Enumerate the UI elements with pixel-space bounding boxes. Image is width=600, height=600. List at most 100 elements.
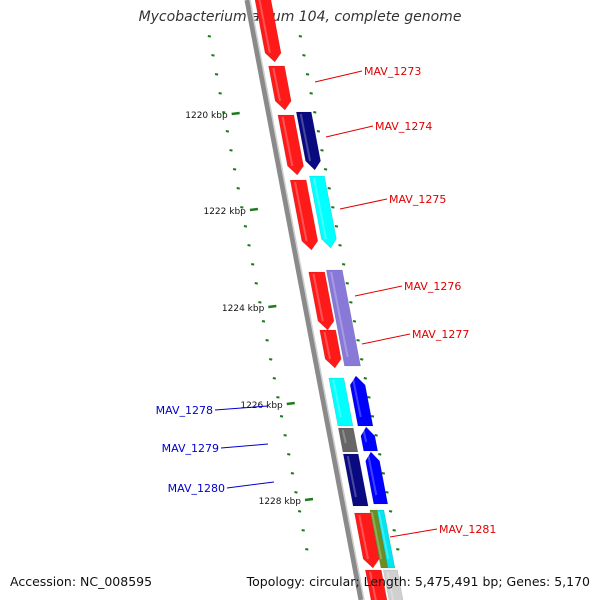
outer-tick: [313, 111, 317, 114]
gene-label-leader: [314, 70, 363, 83]
gene-block-MAV_1276: [308, 271, 335, 331]
inner-tick: [236, 187, 240, 190]
outer-tick: [327, 187, 331, 190]
inner-tick: [222, 111, 226, 114]
gene-block-MAV_1274-shine: [299, 113, 312, 162]
inner-tick: [225, 130, 230, 133]
inner-tick: [294, 491, 298, 494]
gene-block-MAV_1281-cyan-shine: [378, 511, 390, 560]
outer-tick: [396, 548, 400, 551]
gene-block-MAV_1277-shine: [323, 331, 331, 360]
gene-block-MAV_1272: [254, 0, 282, 63]
gene-block-MAV_1274-red-shine: [281, 116, 294, 167]
outer-tick: [323, 168, 328, 171]
gene-block-MAV_1279-gray-shine: [341, 429, 347, 444]
inner-tick: [287, 453, 291, 456]
gene-block-MAV_1278-cyan-shine: [332, 379, 342, 418]
gene-label: MAV_1274: [375, 120, 432, 133]
gene-label-leader: [220, 443, 269, 449]
outer-tick: [370, 415, 375, 418]
outer-tick: [298, 35, 303, 38]
gene-block-MAV_1280-navy-shine: [346, 455, 357, 498]
outer-tick: [334, 225, 339, 228]
outer-tick: [305, 73, 310, 76]
gene-block-MAV_1281-shine: [358, 514, 369, 560]
outer-tick: [349, 301, 353, 304]
gene-block-MAV_1276-shine: [312, 273, 324, 322]
gene-block-MAV_1275-red: [289, 179, 319, 251]
gene-label: MAV_1273: [364, 65, 421, 78]
gene-block-MAV_1274-red: [277, 114, 304, 176]
gene-label: MAV_1279: [162, 442, 219, 455]
kbp-label: 1222 kbp: [203, 207, 246, 217]
inner-tick: [269, 358, 273, 361]
gene-label-leader: [354, 285, 403, 297]
gene-block-MAV_1279-blue: [360, 426, 379, 452]
inner-tick: [250, 263, 255, 266]
outer-tick: [381, 472, 386, 475]
gene-label: MAV_1281: [439, 523, 496, 536]
inner-tick: [247, 244, 251, 247]
backbone-highlight: [249, 0, 365, 600]
gene-block-MAV_1277: [319, 329, 342, 369]
gene-block-MAV_1278-blue-shine: [351, 377, 362, 418]
gene-label-leader: [361, 333, 411, 345]
inner-tick: [232, 168, 237, 171]
gene-block-MAV_1281-cyan: [376, 509, 396, 569]
gene-block-MAV_1279-gray: [337, 427, 359, 453]
outer-tick: [331, 206, 335, 209]
gene-block-MAV_1275-red-shine: [294, 181, 308, 242]
gene-block-MAV_1280-blue-shine: [367, 453, 378, 496]
inner-tick: [229, 149, 233, 152]
outer-tick: [338, 244, 342, 247]
kbp-label: 1228 kbp: [259, 497, 302, 507]
gene-block-MAV_1274: [295, 111, 321, 171]
outer-tick: [385, 491, 389, 494]
major-tick: [304, 497, 314, 502]
gene-block-MAV_1279-blue-shine: [362, 428, 368, 443]
inner-tick: [214, 73, 219, 76]
gene-label: MAV_1280: [168, 482, 225, 495]
outer-tick: [388, 510, 393, 513]
inner-tick: [276, 396, 280, 399]
accession-label: Accession: NC_008595: [10, 574, 153, 589]
inner-tick: [258, 301, 262, 304]
inner-tick: [240, 206, 244, 209]
major-tick: [231, 111, 240, 116]
outer-tick: [378, 453, 382, 456]
gene-label: MAV_1277: [412, 328, 469, 341]
major-tick: [249, 207, 259, 212]
inner-tick: [272, 377, 277, 380]
gene-block-MAV_1278-cyan: [328, 377, 354, 427]
gene-label: MAV_1278: [156, 404, 213, 417]
inner-tick: [297, 510, 302, 513]
gene-label-leader: [214, 405, 269, 411]
gene-block-MAV_1280-navy: [342, 453, 369, 507]
outer-tick: [320, 149, 324, 152]
inner-tick: [207, 35, 212, 38]
inner-tick: [279, 415, 284, 418]
gene-label: MAV_1276: [404, 280, 461, 293]
gene-block-MAV_1281-olive-shine: [371, 511, 383, 560]
outer-tick: [302, 54, 306, 57]
gene-block-MAV_1277-purple-shine: [330, 271, 349, 358]
outer-tick: [392, 529, 396, 532]
kbp-label: 1224 kbp: [222, 304, 265, 314]
gene-block-gray: [382, 569, 404, 600]
inner-tick: [261, 320, 266, 323]
gene-block-MAV_1273-shine: [272, 67, 281, 102]
gene-label-leader: [339, 198, 388, 210]
outer-tick: [374, 434, 378, 437]
map-title: Mycobacterium avium 104, complete genome: [138, 9, 462, 25]
inner-tick: [301, 529, 305, 532]
outer-tick: [360, 358, 364, 361]
gene-label-leader: [325, 125, 374, 138]
gene-block-MAV_1278-blue: [349, 375, 374, 427]
gene-block-MAV_1273: [268, 65, 292, 111]
outer-tick: [309, 92, 313, 95]
gene-label: MAV_1275: [389, 193, 446, 206]
outer-tick: [345, 282, 349, 285]
inner-tick: [218, 92, 222, 95]
